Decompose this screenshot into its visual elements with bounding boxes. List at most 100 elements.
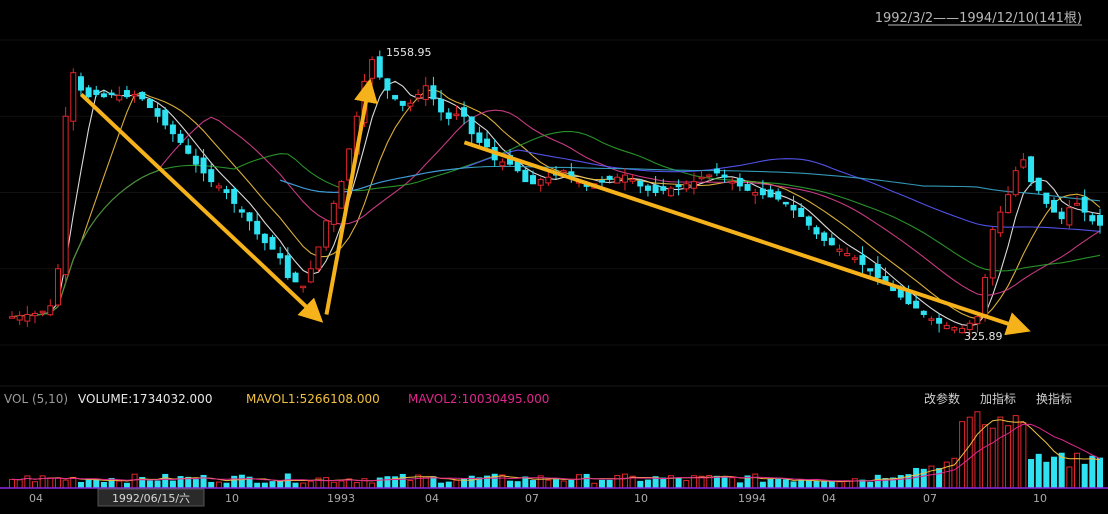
volume-bar: [47, 477, 54, 489]
volume-bar: [1081, 463, 1088, 489]
candle-down: [154, 108, 161, 117]
candle-down: [123, 90, 130, 98]
candle-up: [16, 315, 23, 321]
candle-down: [874, 263, 881, 278]
volume-bar: [269, 481, 276, 489]
volume-bar: [208, 481, 215, 489]
candle-down: [93, 89, 100, 95]
volume-bar: [399, 473, 406, 489]
candle-down: [936, 317, 943, 324]
candle-down: [292, 272, 299, 283]
candle-down: [675, 184, 682, 188]
volume-bar: [928, 465, 935, 489]
volume-bar: [575, 474, 582, 489]
x-tick-label: 10: [634, 492, 648, 505]
volume-bar: [644, 479, 651, 489]
x-axis-ticks: 04 10 1993 04 07 10 1994 04 07 10: [29, 492, 1047, 505]
candle-up: [47, 305, 54, 316]
volume-bar: [851, 478, 858, 489]
candle-up: [982, 276, 989, 315]
candle-up: [851, 257, 858, 260]
candle-down: [445, 112, 452, 119]
candle-up: [323, 220, 330, 248]
volume-bar: [77, 481, 84, 489]
trend-arrow-up: [324, 78, 378, 315]
volume-bar: [522, 476, 529, 489]
candle-down: [1089, 215, 1096, 222]
candle-up: [31, 312, 38, 317]
volume-bar: [721, 476, 728, 489]
volume-bar: [982, 424, 989, 489]
candle-up: [1012, 170, 1019, 196]
volume-bar: [31, 481, 38, 489]
candle-up: [315, 246, 322, 270]
candle-down: [759, 188, 766, 196]
add-indicator-button[interactable]: 加指标: [980, 391, 1016, 406]
ma30-line: [11, 130, 1101, 318]
candle-down: [920, 310, 927, 316]
candle-up: [415, 93, 422, 99]
volume-bar: [108, 477, 115, 489]
volume-bar: [637, 480, 644, 489]
candle-down: [913, 300, 920, 309]
candle-down: [530, 175, 537, 185]
volume-bar: [813, 480, 820, 489]
candle-down: [468, 116, 475, 135]
volume-bar: [116, 480, 123, 489]
volume-bar: [775, 478, 782, 489]
x-tick-label: 04: [425, 492, 439, 505]
volume-bar: [338, 480, 345, 489]
volume-bar: [545, 479, 552, 489]
volume-bar: [1097, 457, 1103, 489]
x-tick-label: 10: [225, 492, 239, 505]
volume-bar: [85, 478, 92, 489]
candle-down: [269, 236, 276, 250]
volume-bar: [1020, 422, 1027, 489]
candle-up: [346, 148, 353, 181]
candle-down: [644, 185, 651, 191]
volume-bar: [430, 476, 437, 489]
volume-bar: [445, 481, 452, 489]
candle-down: [790, 204, 797, 211]
candle-down: [514, 161, 521, 172]
change-indicator-button[interactable]: 换指标: [1036, 391, 1072, 406]
volume-bar: [560, 480, 567, 489]
candlesticks: [9, 50, 1103, 338]
volume-bar: [16, 479, 23, 489]
volume-bar: [997, 416, 1004, 489]
candle-up: [729, 181, 736, 184]
candle-down: [721, 174, 728, 178]
candle-down: [223, 189, 230, 193]
volume-bar: [100, 481, 107, 489]
volume-bar: [828, 481, 835, 489]
candle-up: [307, 268, 314, 283]
volume-bar: [453, 479, 460, 489]
candle-down: [744, 184, 751, 191]
volume-bar: [936, 468, 943, 489]
candle-down: [1043, 192, 1050, 204]
candle-up: [70, 72, 77, 122]
ma5-line: [11, 80, 1101, 327]
candle-up: [407, 102, 414, 107]
modify-params-button[interactable]: 改参数: [924, 391, 960, 406]
candle-down: [606, 175, 613, 180]
candle-down: [231, 188, 238, 204]
candle-up: [706, 174, 713, 178]
candle-up: [621, 174, 628, 183]
candle-up: [215, 185, 222, 189]
candle-down: [162, 109, 169, 126]
volume-bar: [231, 475, 238, 489]
candle-up: [836, 248, 843, 252]
candle-down: [200, 157, 207, 174]
volume-bar: [568, 479, 575, 489]
x-tick-label: 07: [923, 492, 937, 505]
candle-up: [369, 59, 376, 79]
candle-down: [813, 227, 820, 235]
ma20-line: [11, 109, 1101, 318]
volume-bar: [131, 473, 138, 489]
volume-bar: [93, 479, 100, 489]
volume-bar: [660, 477, 667, 489]
trend-arrow-down: [463, 140, 1031, 336]
volume-bar: [307, 480, 314, 489]
volume-bar: [192, 479, 199, 489]
